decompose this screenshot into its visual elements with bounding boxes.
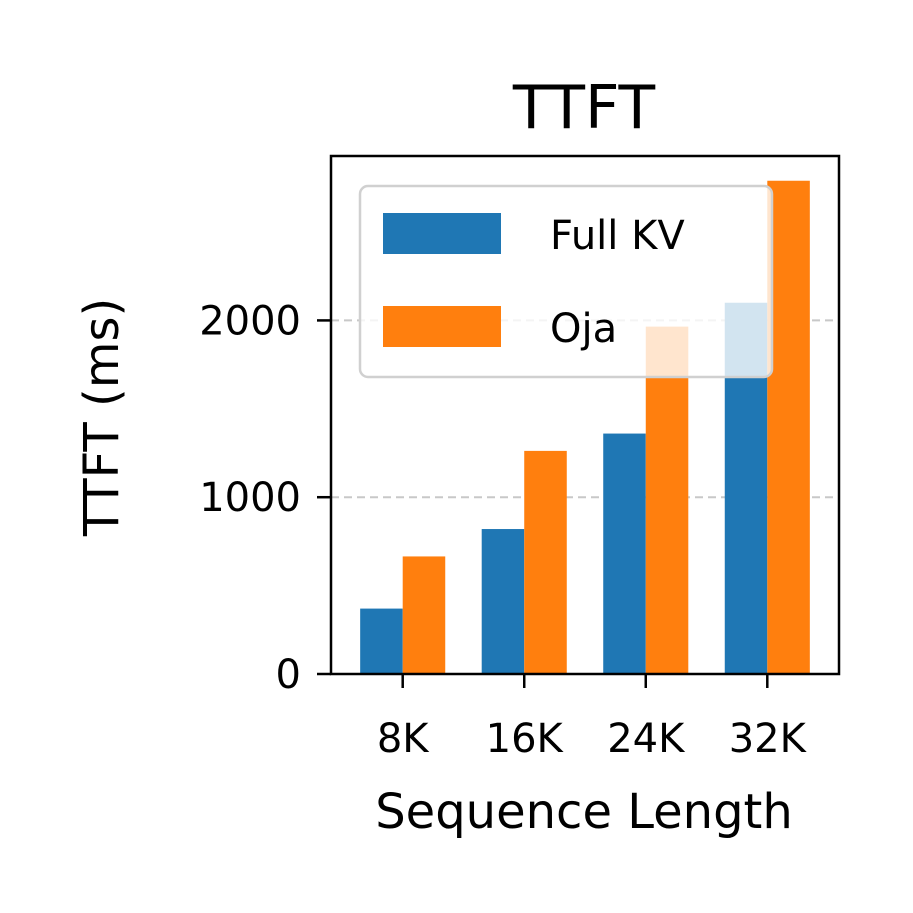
bar-full-kv-16k xyxy=(481,529,525,674)
bar-oja-24k xyxy=(645,326,689,674)
x-tick-label-32k: 32K xyxy=(729,716,808,762)
legend-label-oja: Oja xyxy=(550,306,617,352)
y-tick-label-0: 0 xyxy=(276,652,301,698)
bars xyxy=(360,180,810,674)
x-tick-label-16k: 16K xyxy=(486,716,565,762)
y-axis-label: TTFT (ms) xyxy=(74,298,130,537)
y-tick-label-2: 2000 xyxy=(199,298,301,344)
legend-label-full-kv: Full KV xyxy=(550,213,685,259)
plot-frame xyxy=(329,154,841,676)
bar-full-kv-8k xyxy=(360,608,403,674)
bar-oja-16k xyxy=(524,450,567,674)
chart-title: TTFT xyxy=(512,73,656,143)
y-axis: 0 1000 2000 xyxy=(199,298,331,698)
legend-swatch-full-kv xyxy=(383,213,501,254)
y-tick-label-1: 1000 xyxy=(199,475,301,521)
bar-full-kv-24k xyxy=(603,433,646,674)
x-axis-label: Sequence Length xyxy=(375,784,793,840)
x-tick-label-8k: 8K xyxy=(377,716,430,762)
bar-oja-8k xyxy=(402,556,446,674)
x-axis: 8K 16K 24K 32K xyxy=(377,674,808,762)
x-tick-label-24k: 24K xyxy=(607,716,686,762)
legend: Full KV Oja xyxy=(358,184,774,379)
legend-swatch-oja xyxy=(383,306,501,347)
bar-oja-32k xyxy=(767,180,810,674)
